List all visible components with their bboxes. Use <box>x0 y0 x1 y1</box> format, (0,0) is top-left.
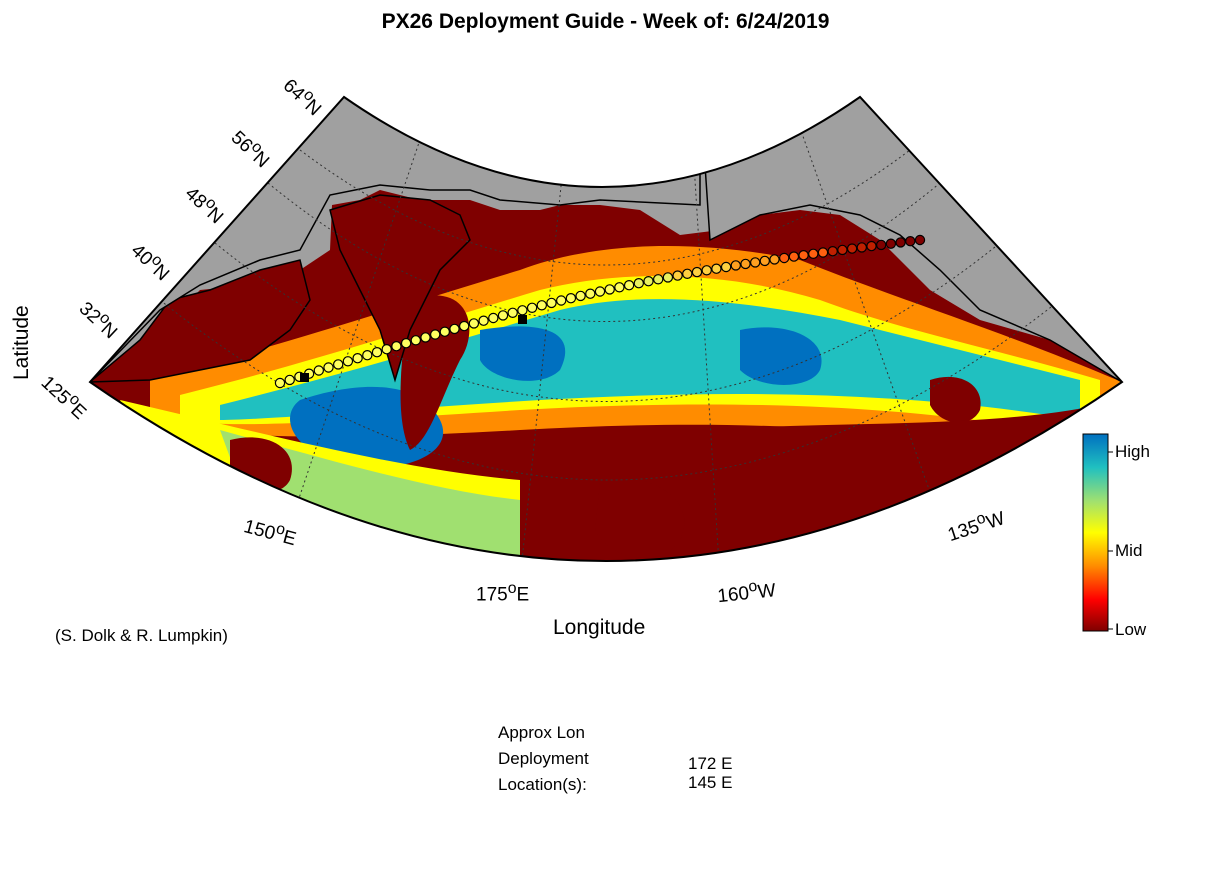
track-point <box>430 329 441 340</box>
map-frame <box>88 95 1124 562</box>
track-point <box>410 335 421 346</box>
track-point <box>633 278 645 289</box>
track-point <box>837 244 848 256</box>
deployment-marker-172e <box>518 315 527 324</box>
colorbar <box>1082 433 1109 632</box>
track-point <box>866 240 877 252</box>
track-point <box>342 356 354 367</box>
track-point <box>885 238 897 249</box>
track-point <box>711 263 722 274</box>
track-point <box>604 284 615 295</box>
track-point <box>478 315 489 326</box>
track-point <box>691 266 703 278</box>
track-point <box>817 247 829 258</box>
ocean-patch-red-center <box>400 295 470 450</box>
track-point <box>769 254 780 265</box>
chart-title: PX26 Deployment Guide - Week of: 6/24/20… <box>381 10 830 33</box>
approx-lon-label: Approx Lon <box>498 723 585 742</box>
deployment-label: Deployment <box>498 749 589 768</box>
track-point <box>333 359 344 370</box>
track-point <box>623 280 635 291</box>
track-point <box>371 347 383 358</box>
track-point <box>323 362 334 373</box>
track-point <box>846 243 858 254</box>
colorbar-high-label: High <box>1115 442 1150 461</box>
track-point <box>798 249 809 261</box>
x-axis-label: Longitude <box>553 616 646 639</box>
track-point <box>459 320 470 332</box>
track-point <box>517 305 528 316</box>
locations-label: Location(s): <box>498 775 587 794</box>
track-point <box>682 268 693 279</box>
track-point <box>284 374 295 386</box>
track-point <box>488 312 499 324</box>
track-point <box>779 252 790 264</box>
track-point <box>701 265 712 276</box>
track-point <box>391 341 402 352</box>
track-point <box>575 290 586 302</box>
track-point <box>614 282 625 293</box>
track-point <box>905 235 916 247</box>
track-point <box>420 332 431 343</box>
track-point <box>672 270 683 281</box>
ocean-patch-blue-north <box>480 326 566 381</box>
track-point <box>400 338 412 349</box>
track-point <box>362 350 373 361</box>
ocean-patch-red-east <box>930 376 981 423</box>
land-kamchatka-region <box>329 194 471 383</box>
track-point <box>643 276 654 287</box>
track-point <box>526 302 538 313</box>
track-point <box>895 237 906 248</box>
ship-track <box>274 234 926 389</box>
track-point <box>536 300 548 311</box>
track-point <box>439 326 450 337</box>
credit-text: (S. Dolk & R. Lumpkin) <box>55 626 228 645</box>
location-1: 172 E <box>688 754 733 773</box>
y-axis-label: Latitude <box>10 305 33 380</box>
location-2: 145 E <box>688 773 733 792</box>
graticule <box>159 99 1061 561</box>
track-point <box>449 323 460 335</box>
track-point <box>565 293 577 304</box>
track-point <box>876 239 887 251</box>
track-point <box>914 234 926 246</box>
track-point <box>381 344 392 355</box>
track-point <box>468 318 480 329</box>
track-point <box>788 251 800 262</box>
track-point <box>352 353 363 364</box>
lon-tick-175e: 175oE <box>476 580 530 606</box>
track-point <box>808 248 819 259</box>
track-point <box>585 288 596 299</box>
track-point <box>546 297 557 309</box>
track-point <box>662 272 674 283</box>
track-point <box>856 242 868 253</box>
track-point <box>594 286 606 297</box>
track-point <box>497 310 509 321</box>
track-point <box>556 295 567 306</box>
track-point <box>740 258 751 270</box>
track-point <box>720 261 732 273</box>
colorbar-low-label: Low <box>1115 620 1147 639</box>
track-point <box>274 377 286 389</box>
track-point <box>653 274 664 285</box>
track-point <box>507 307 518 318</box>
colorbar-mid-label: Mid <box>1115 541 1143 560</box>
track-point <box>730 260 742 271</box>
track-point <box>750 257 761 268</box>
ocean-patch-red-south <box>595 478 685 559</box>
ocean-patch-blue-east <box>740 327 822 385</box>
track-point <box>313 365 324 376</box>
track-point <box>759 255 771 267</box>
deployment-marker-145e <box>300 373 309 382</box>
track-point <box>827 245 838 257</box>
